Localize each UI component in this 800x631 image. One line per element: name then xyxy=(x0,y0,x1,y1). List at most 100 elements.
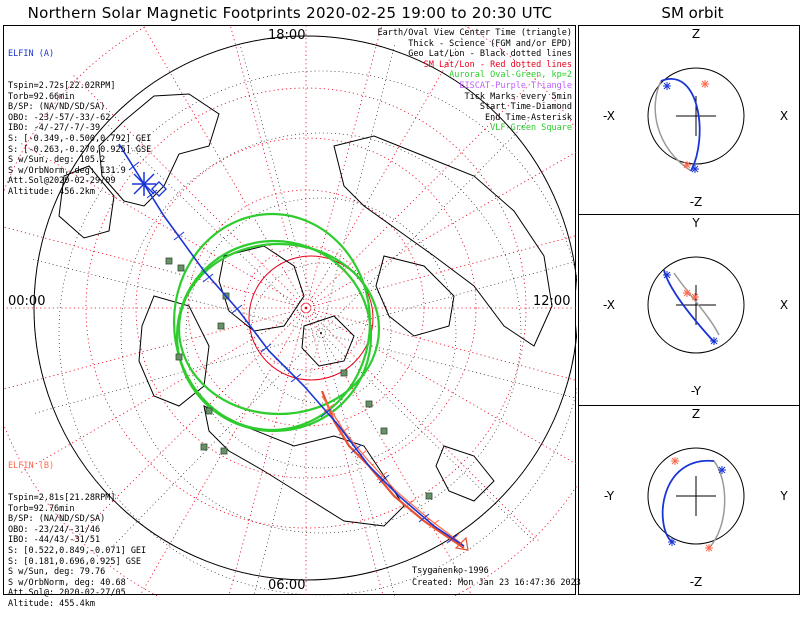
orbit-panel-xz: Z -Z -X X xyxy=(578,25,800,215)
orbit-plot-yz: Z -Z -Y Y xyxy=(604,407,788,589)
legend-entry: Auroral Oval-Green, kp=2 xyxy=(449,70,572,81)
orbit-panel-xy: Y -Y -X X xyxy=(578,214,800,406)
vlf-station-square xyxy=(165,257,173,265)
sm-lon-line xyxy=(228,307,307,596)
legend: Earth/Oval View Center Time (triangle) Th… xyxy=(378,28,572,134)
legend-entry: Tick Marks every 5min xyxy=(464,91,572,102)
elfin-a-orbit xyxy=(661,460,715,543)
elfin-a-tick xyxy=(173,231,185,241)
elfin-a-orbit-marker xyxy=(718,466,726,474)
auroral-oval-middle xyxy=(177,242,381,416)
elfin-a-tick xyxy=(290,373,302,383)
elfin-a-info-line: Att.Sol@2020-02-29/09 xyxy=(8,176,116,187)
sm-lon-line xyxy=(305,26,382,309)
elfin-a-tick xyxy=(446,534,458,544)
elfin-a-tick xyxy=(202,273,214,283)
vlf-station-square xyxy=(177,264,185,272)
vlf-station-square xyxy=(175,353,183,361)
elfin-b-track xyxy=(320,390,465,549)
elfin-a-orbit-marker xyxy=(691,165,699,173)
earth-outline-circle xyxy=(647,67,745,165)
axis-label-bottom: -Z xyxy=(690,575,703,589)
elfin-b-info-line: OBO: -23/24/-31/46 xyxy=(8,524,101,535)
map-boundary xyxy=(33,35,577,581)
elfin-b-track-thin xyxy=(321,395,463,545)
axis-label-top: Z xyxy=(692,27,700,41)
sm-lon-line xyxy=(72,74,307,309)
coastline xyxy=(138,295,210,407)
elfin-b-info-line: Altitude: 455.4km xyxy=(8,598,95,609)
elfin-a-info-line: S: [-0.349,-0.500,0.792] GEI xyxy=(8,133,152,144)
auroral-oval-outer xyxy=(172,212,372,432)
elfin-b-info: ELFIN (B) Tspin=2.81s[21.28RPM] Torb=92.7… xyxy=(8,440,146,631)
vlf-station-square xyxy=(425,492,433,500)
elfin-a-info-line: S w/Sun, deg: 105.2 xyxy=(8,155,106,166)
geo-lat-circle xyxy=(250,262,392,404)
earth-outline-circle xyxy=(647,447,745,545)
clock-label-00: 00:00 xyxy=(8,294,46,309)
geo-lon-line xyxy=(320,332,536,543)
axis-label-left: -Y xyxy=(604,489,615,503)
elfin-a-tick xyxy=(260,343,272,353)
sm-lon-line xyxy=(305,307,577,382)
geo-lon-line xyxy=(30,258,322,334)
sm-lat-circle xyxy=(243,245,369,371)
legend-entry: VLF-Green Square xyxy=(490,123,572,134)
vlf-station-square xyxy=(217,322,225,330)
axis-label-top: Z xyxy=(692,407,700,421)
sm-lon-line xyxy=(305,307,472,594)
sm-lon-line xyxy=(142,26,307,309)
clock-label-06: 06:00 xyxy=(268,578,306,593)
sm-lon-line xyxy=(305,74,540,309)
elfin-b-orbit-marker xyxy=(691,293,699,301)
elfin-a-info: ELFIN (A) Tspin=2.72s[22.02RPM] Torb=92.6… xyxy=(8,28,151,219)
elfin-b-tick xyxy=(356,449,368,459)
axis-label-bottom: -Z xyxy=(690,195,703,209)
sm-lat-circle xyxy=(85,87,527,529)
vlf-station-square xyxy=(205,407,213,415)
elfin-a-title: ELFIN (A) xyxy=(8,49,55,60)
elfin-b-info-line: S w/OrbNorm, deg: 40.68 xyxy=(8,577,126,588)
elfin-a-orbit-marker xyxy=(663,271,671,279)
sm-lon-line xyxy=(4,307,307,390)
elfin-b-info-line: B/SP: (NA/ND/SD/SA) xyxy=(8,514,106,525)
coastline xyxy=(98,93,220,207)
elfin-a-tick xyxy=(146,189,158,199)
elfin-b-orbit-marker xyxy=(683,161,691,169)
elfin-b-orbit-marker xyxy=(705,544,713,552)
elfin-b-info-line: Torb=92.76min xyxy=(8,503,75,514)
elfin-b-orbit-marker xyxy=(671,457,679,465)
created-timestamp: Created: Mon Jan 23 16:47:36 2023 xyxy=(412,578,581,588)
elfin-a-info-line: Torb=92.66min xyxy=(8,91,75,102)
elfin-b-info-line: S: [0.522,0.849,-0.071] GEI xyxy=(8,545,147,556)
clock-label-12: 12:00 xyxy=(533,294,571,309)
elfin-b-title: ELFIN (B) xyxy=(8,461,55,472)
elfin-a-info-line: S: [-0.263,-0.270,0.925] GSE xyxy=(8,144,152,155)
orbit-title: SM orbit xyxy=(661,4,724,22)
elfin-b-tick xyxy=(338,426,350,436)
vlf-station-square xyxy=(340,369,348,377)
vlf-station-square xyxy=(380,427,388,435)
clock-label-18: 18:00 xyxy=(268,28,306,43)
sm-lon-line xyxy=(305,307,540,542)
legend-entry: Earth/Oval View Center Time (triangle) xyxy=(377,28,572,38)
elfin-a-info-line: OBO: -23/-57/-33/-62 xyxy=(8,112,111,123)
legend-entry: SM Lat/Lon - Red dotted lines xyxy=(423,59,572,70)
coastline xyxy=(375,255,455,337)
elfin-a-tick xyxy=(231,304,243,314)
coastline xyxy=(301,315,355,367)
elfin-a-info-line: Tspin=2.72s[22.02RPM] xyxy=(8,80,116,91)
elfin-b-info-line: Tspin=2.81s[21.28RPM] xyxy=(8,492,116,503)
elfin-a-info-line: B/SP: (NA/ND/SD/SA) xyxy=(8,102,106,113)
legend-entry: Start Time-Diamond xyxy=(479,102,572,113)
vlf-station-square xyxy=(365,400,373,408)
elfin-a-end-asterisk xyxy=(132,172,156,196)
map-layer xyxy=(4,26,577,596)
sm-lon-line xyxy=(305,307,384,596)
elfin-a-track xyxy=(118,143,465,547)
plot-title: Northern Solar Magnetic Footprints 2020-… xyxy=(27,4,553,22)
elfin-a-tick xyxy=(350,444,362,454)
elfin-b-orbit-marker xyxy=(701,80,709,88)
vlf-station-square xyxy=(220,447,228,455)
coastline xyxy=(58,165,115,239)
